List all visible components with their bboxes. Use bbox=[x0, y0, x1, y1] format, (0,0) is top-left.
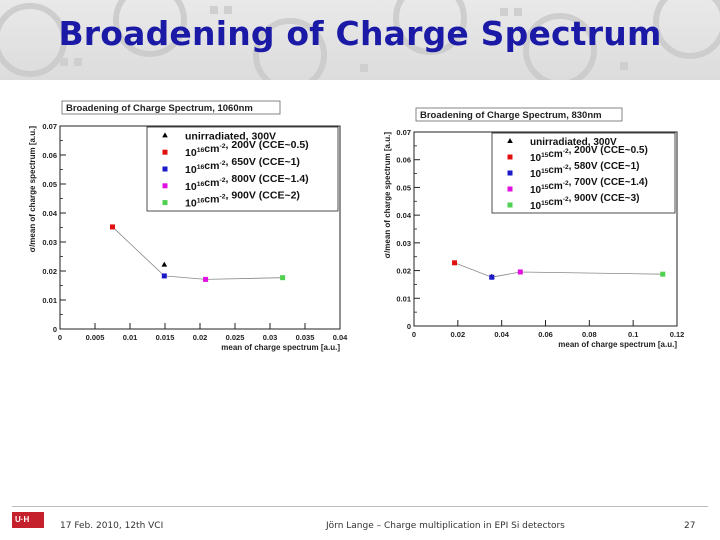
y-tick-label: 0.05 bbox=[396, 183, 411, 192]
data-point-square bbox=[660, 271, 666, 277]
legend-box bbox=[491, 132, 676, 214]
x-axis-label: mean of charge spectrum [a.u.] bbox=[558, 340, 677, 349]
x-tick-label: 0.1 bbox=[628, 330, 638, 339]
chart-title-box bbox=[415, 107, 623, 122]
legend-marker bbox=[162, 132, 168, 138]
legend-marker bbox=[507, 186, 513, 192]
x-tick-label: 0.015 bbox=[156, 333, 175, 342]
y-tick-label: 0.07 bbox=[42, 122, 57, 131]
y-axis-label: σ/mean of charge spectrum [a.u.] bbox=[28, 126, 37, 253]
chart-title-box bbox=[61, 100, 281, 115]
x-tick-label: 0.04 bbox=[494, 330, 509, 339]
x-tick-label: 0.02 bbox=[451, 330, 466, 339]
x-tick-label: 0.08 bbox=[582, 330, 597, 339]
footer-date: 17 Feb. 2010, 12th VCI bbox=[60, 521, 164, 531]
y-tick-label: 0.01 bbox=[396, 294, 411, 303]
chart-1060nm: Broadening of Charge Spectrum, 1060nm 0 0.… bbox=[28, 100, 348, 352]
legend-entry: 1016cm-2, 900V (CCE~2) bbox=[185, 190, 300, 210]
legend-entry: 1015cm-2, 700V (CCE~1.4) bbox=[530, 177, 648, 196]
data-point-square bbox=[452, 260, 458, 266]
y-tick-label: 0 bbox=[407, 322, 411, 331]
legend-entry: 1016cm-2, 650V (CCE~1) bbox=[185, 156, 300, 176]
footer-author: Jörn Lange – Charge multiplication in EP… bbox=[326, 521, 565, 531]
legend-entry: 1016cm-2, 200V (CCE~0.5) bbox=[185, 139, 309, 159]
x-tick-label: 0.035 bbox=[296, 333, 315, 342]
x-tick-label: 0 bbox=[412, 330, 416, 339]
y-tick-label: 0.05 bbox=[42, 180, 57, 189]
data-point-triangle bbox=[161, 261, 168, 267]
y-tick-label: 0.03 bbox=[396, 239, 411, 248]
legend-marker bbox=[507, 154, 513, 160]
chart-title: Broadening of Charge Spectrum, 1060nm bbox=[66, 103, 253, 114]
y-axis-label: σ/mean of charge spectrum [a.u.] bbox=[383, 132, 392, 259]
slide-title: Broadening of Charge Spectrum bbox=[58, 14, 662, 53]
y-tick-label: 0 bbox=[53, 325, 57, 334]
data-point-square bbox=[517, 269, 523, 275]
data-point-square bbox=[280, 275, 286, 281]
legend-marker bbox=[507, 202, 513, 208]
x-tick-label: 0.005 bbox=[86, 333, 105, 342]
x-tick-label: 0.03 bbox=[263, 333, 278, 342]
x-tick-label: 0.02 bbox=[193, 333, 208, 342]
y-tick-label: 0.02 bbox=[396, 267, 411, 276]
page-number: 27 bbox=[684, 521, 696, 531]
x-axis-label: mean of charge spectrum [a.u.] bbox=[221, 343, 340, 352]
x-tick-label: 0.06 bbox=[538, 330, 553, 339]
y-tick-label: 0.01 bbox=[42, 296, 57, 305]
y-tick-label: 0.06 bbox=[42, 151, 57, 160]
legend-marker bbox=[162, 149, 168, 155]
legend-entry: 1015cm-2, 200V (CCE~0.5) bbox=[530, 145, 648, 164]
legend-marker bbox=[162, 166, 168, 172]
legend-entry: 1015cm-2, 900V (CCE~3) bbox=[530, 193, 639, 212]
data-point-square bbox=[110, 224, 115, 230]
legend-marker bbox=[162, 200, 168, 206]
x-tick-label: 0.12 bbox=[670, 330, 685, 339]
legend-entry: 1015cm-2, 580V (CCE~1) bbox=[530, 161, 639, 180]
wafer-pattern-background bbox=[0, 0, 720, 80]
y-tick-label: 0.02 bbox=[42, 267, 57, 276]
legend-marker bbox=[507, 138, 513, 143]
y-tick-label: 0.07 bbox=[396, 128, 411, 137]
y-tick-label: 0.04 bbox=[396, 211, 411, 220]
x-tick-label: 0 bbox=[58, 333, 62, 342]
legend-entry: unirradiated, 300V bbox=[185, 130, 276, 142]
legend-box bbox=[146, 126, 339, 212]
y-tick-label: 0.03 bbox=[42, 238, 57, 247]
university-logo: U·H bbox=[12, 512, 44, 528]
legend-marker bbox=[507, 170, 513, 176]
legend-entry: 1016cm-2, 800V (CCE~1.4) bbox=[185, 173, 309, 193]
chart-830nm: Broadening of Charge Spectrum, 830nm 0 0.0… bbox=[383, 107, 685, 349]
y-tick-label: 0.04 bbox=[42, 209, 57, 218]
connecting-line bbox=[112, 226, 283, 280]
x-tick-label: 0.025 bbox=[226, 333, 245, 342]
footer-divider bbox=[12, 506, 708, 507]
y-tick-label: 0.06 bbox=[396, 156, 411, 165]
data-point-square bbox=[203, 276, 209, 282]
connecting-line bbox=[454, 262, 663, 278]
legend-entry: unirradiated, 300V bbox=[530, 137, 617, 148]
data-point-square bbox=[489, 274, 495, 280]
x-tick-label: 0.04 bbox=[333, 333, 348, 342]
data-point-square bbox=[161, 273, 167, 279]
chart-title: Broadening of Charge Spectrum, 830nm bbox=[420, 110, 602, 121]
legend-marker bbox=[162, 183, 168, 189]
x-tick-label: 0.01 bbox=[123, 333, 138, 342]
title-banner bbox=[0, 0, 720, 80]
